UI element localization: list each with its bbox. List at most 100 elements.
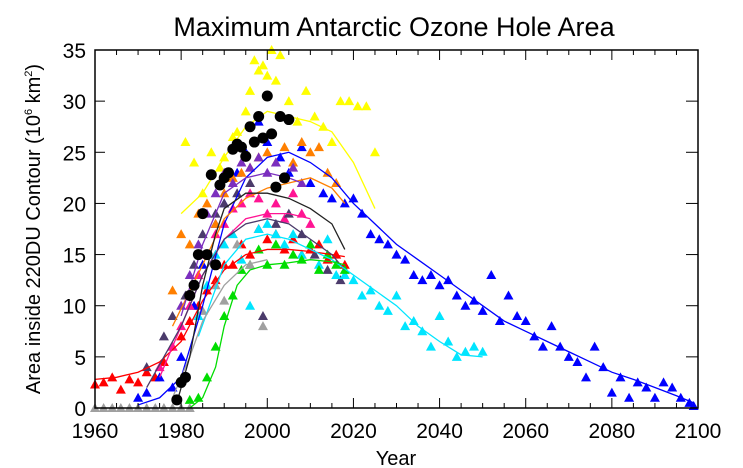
observation-point	[244, 121, 256, 133]
series-point	[257, 310, 268, 320]
series-point	[331, 259, 342, 269]
series-point	[257, 321, 268, 331]
series-point	[503, 290, 514, 300]
series-point	[133, 377, 144, 387]
series-point	[326, 137, 337, 147]
series-point	[606, 387, 617, 397]
observation-point	[184, 289, 196, 301]
series-2	[180, 45, 380, 198]
series-point	[189, 157, 200, 167]
series-point	[451, 290, 462, 300]
series-point	[417, 275, 428, 285]
series-point	[249, 55, 260, 65]
series-point	[270, 198, 281, 208]
observations	[171, 90, 295, 406]
series-point	[344, 96, 355, 106]
series-point	[451, 351, 462, 361]
series-point	[262, 218, 273, 228]
series-trend-line	[197, 233, 483, 358]
series-point	[322, 264, 333, 274]
series-point	[589, 341, 600, 351]
observation-point	[235, 141, 247, 153]
series-point	[417, 326, 428, 336]
series-point	[184, 394, 195, 404]
series-point	[667, 382, 678, 392]
series-point	[288, 162, 299, 172]
series-point	[219, 239, 230, 249]
x-axis-label: Year	[376, 448, 417, 468]
series-point	[361, 101, 372, 111]
y-tick-label: 5	[74, 347, 86, 370]
series-point	[658, 377, 669, 387]
series-point	[133, 392, 144, 402]
series-trend-line	[94, 248, 345, 381]
series-point	[374, 234, 385, 244]
series-point	[348, 193, 359, 203]
series-point	[537, 341, 548, 351]
series-point	[288, 234, 299, 244]
series-point	[391, 249, 402, 259]
series-point	[434, 310, 445, 320]
series-point	[232, 126, 243, 136]
series-point	[305, 239, 316, 249]
observation-point	[248, 136, 260, 148]
observation-point	[192, 249, 204, 261]
observation-point	[171, 394, 183, 406]
series-point	[176, 351, 187, 361]
series-point	[335, 96, 346, 106]
series-point	[641, 382, 652, 392]
series-point	[460, 300, 471, 310]
series-point	[270, 157, 281, 167]
y-tick-label: 15	[63, 245, 86, 268]
y-tick-label: 20	[63, 193, 86, 216]
series-trend-line	[146, 218, 346, 388]
series-point	[206, 147, 217, 157]
y-axis-label-sup2: 2	[23, 71, 35, 77]
series-point	[288, 249, 299, 259]
series-8	[184, 239, 350, 404]
series-point	[288, 229, 299, 239]
series-point	[460, 346, 471, 356]
series-trend-line	[171, 177, 346, 327]
series-point	[193, 310, 204, 320]
series-point	[107, 372, 118, 382]
series-point	[245, 162, 256, 172]
series-point	[391, 290, 402, 300]
series-point	[301, 85, 312, 95]
series-point	[184, 316, 195, 326]
series-point	[141, 367, 152, 377]
y-axis-label-sup1: 6	[23, 109, 35, 115]
y-axis-label-main: Area inside 220DU Contour (10	[23, 115, 45, 394]
series-point	[253, 193, 264, 203]
series-point	[382, 239, 393, 249]
series-point	[331, 270, 342, 280]
axes-frame	[94, 49, 699, 409]
series-point	[98, 377, 109, 387]
series-point	[158, 331, 169, 341]
series-trend-line	[176, 192, 346, 404]
x-tick-label: 1980	[158, 420, 205, 443]
series-point	[236, 167, 247, 177]
observation-point	[205, 169, 217, 181]
series-point	[270, 239, 281, 249]
y-axis-label-end: )	[23, 64, 45, 71]
series-point	[296, 142, 307, 152]
series-point	[201, 198, 212, 208]
series-point	[176, 229, 187, 239]
series-point	[227, 172, 238, 182]
series-point	[313, 239, 324, 249]
series-point	[232, 188, 243, 198]
series-point	[236, 157, 247, 167]
series-point	[357, 290, 368, 300]
series-point	[572, 356, 583, 366]
series-point	[124, 374, 135, 384]
series-point	[305, 218, 316, 228]
series-point	[296, 208, 307, 218]
y-tick-label: 30	[63, 91, 86, 114]
series-point	[219, 198, 230, 208]
y-tick-label: 25	[63, 142, 86, 165]
series-point	[425, 270, 436, 280]
series-point	[279, 239, 290, 249]
series-point	[318, 188, 329, 198]
